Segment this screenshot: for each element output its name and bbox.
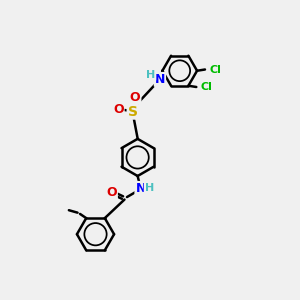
Text: S: S (128, 105, 138, 118)
Text: O: O (113, 103, 124, 116)
Text: H: H (146, 70, 155, 80)
Text: O: O (130, 91, 140, 104)
Text: Cl: Cl (201, 82, 213, 92)
Text: O: O (106, 186, 117, 199)
Text: N: N (155, 73, 165, 86)
Text: H: H (145, 183, 154, 194)
Text: Cl: Cl (209, 64, 221, 74)
Text: N: N (135, 182, 146, 195)
